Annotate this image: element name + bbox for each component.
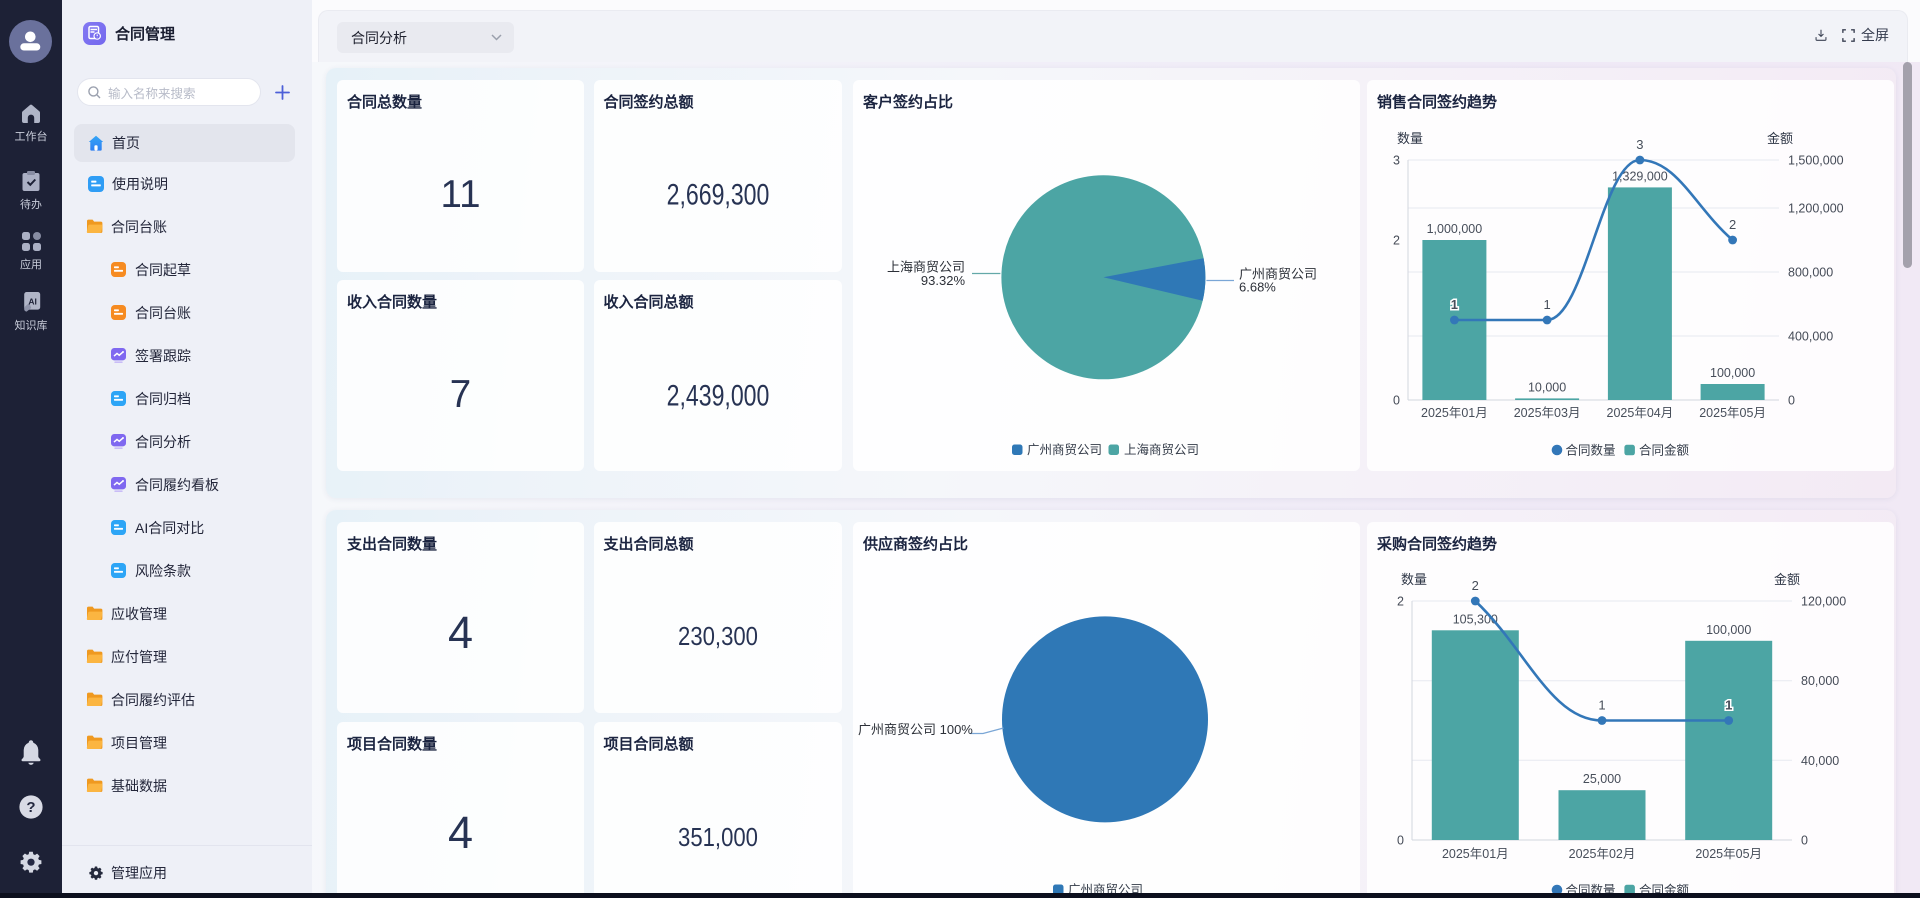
svg-text:1,000,000: 1,000,000 (1427, 222, 1483, 236)
svg-text:105,300: 105,300 (1453, 612, 1498, 626)
svg-text:80,000: 80,000 (1801, 674, 1839, 688)
svg-text:0: 0 (1393, 394, 1400, 408)
svg-text:120,000: 120,000 (1801, 595, 1846, 609)
svg-text:0: 0 (1788, 394, 1795, 408)
svg-text:6.68%: 6.68% (1239, 280, 1276, 295)
svg-text:广州商贸公司 100%: 广州商贸公司 100% (858, 722, 973, 737)
svg-text:2025年04月: 2025年04月 (1607, 406, 1674, 420)
svg-text:2025年03月: 2025年03月 (1514, 406, 1581, 420)
svg-text:1: 1 (1451, 297, 1458, 312)
svg-text:1,500,000: 1,500,000 (1788, 154, 1844, 168)
svg-text:40,000: 40,000 (1801, 754, 1839, 768)
svg-text:1: 1 (1725, 698, 1732, 713)
svg-text:1,200,000: 1,200,000 (1788, 202, 1844, 216)
svg-text:2: 2 (1393, 234, 1400, 248)
svg-text:10,000: 10,000 (1528, 380, 1566, 394)
svg-text:3: 3 (1636, 137, 1643, 152)
svg-text:合同数量: 合同数量 (1566, 443, 1616, 458)
svg-text:800,000: 800,000 (1788, 266, 1833, 280)
svg-text:上海商贸公司: 上海商贸公司 (887, 260, 965, 275)
svg-text:广州商贸公司: 广州商贸公司 (1239, 267, 1317, 282)
svg-text:400,000: 400,000 (1788, 330, 1833, 344)
svg-text:2: 2 (1729, 217, 1736, 232)
svg-text:2025年01月: 2025年01月 (1442, 847, 1509, 861)
svg-text:2025年05月: 2025年05月 (1695, 847, 1762, 861)
svg-text:100,000: 100,000 (1710, 366, 1755, 380)
svg-text:100,000: 100,000 (1706, 623, 1751, 637)
svg-text:广州商贸公司: 广州商贸公司 (1027, 442, 1102, 457)
svg-text:0: 0 (1397, 834, 1404, 848)
svg-text:2: 2 (1472, 578, 1479, 593)
svg-text:1: 1 (1543, 297, 1550, 312)
svg-text:2025年02月: 2025年02月 (1569, 847, 1636, 861)
svg-text:3: 3 (1393, 154, 1400, 168)
svg-text:金额: 金额 (1774, 572, 1800, 587)
svg-text:2025年01月: 2025年01月 (1421, 406, 1488, 420)
svg-text:数量: 数量 (1397, 131, 1423, 146)
svg-text:2: 2 (1397, 595, 1404, 609)
svg-text:合同金额: 合同金额 (1639, 443, 1690, 458)
svg-text:0: 0 (1801, 834, 1808, 848)
svg-text:AI: AI (28, 297, 36, 307)
svg-text:1,329,000: 1,329,000 (1612, 169, 1668, 183)
svg-text:数量: 数量 (1401, 572, 1427, 587)
svg-text:上海商贸公司: 上海商贸公司 (1124, 442, 1199, 457)
svg-text:25,000: 25,000 (1583, 772, 1621, 786)
svg-text:?: ? (26, 799, 35, 816)
svg-text:1: 1 (1598, 698, 1605, 713)
svg-text:金额: 金额 (1767, 131, 1793, 146)
svg-text:2025年05月: 2025年05月 (1699, 406, 1766, 420)
svg-text:93.32%: 93.32% (921, 273, 966, 288)
